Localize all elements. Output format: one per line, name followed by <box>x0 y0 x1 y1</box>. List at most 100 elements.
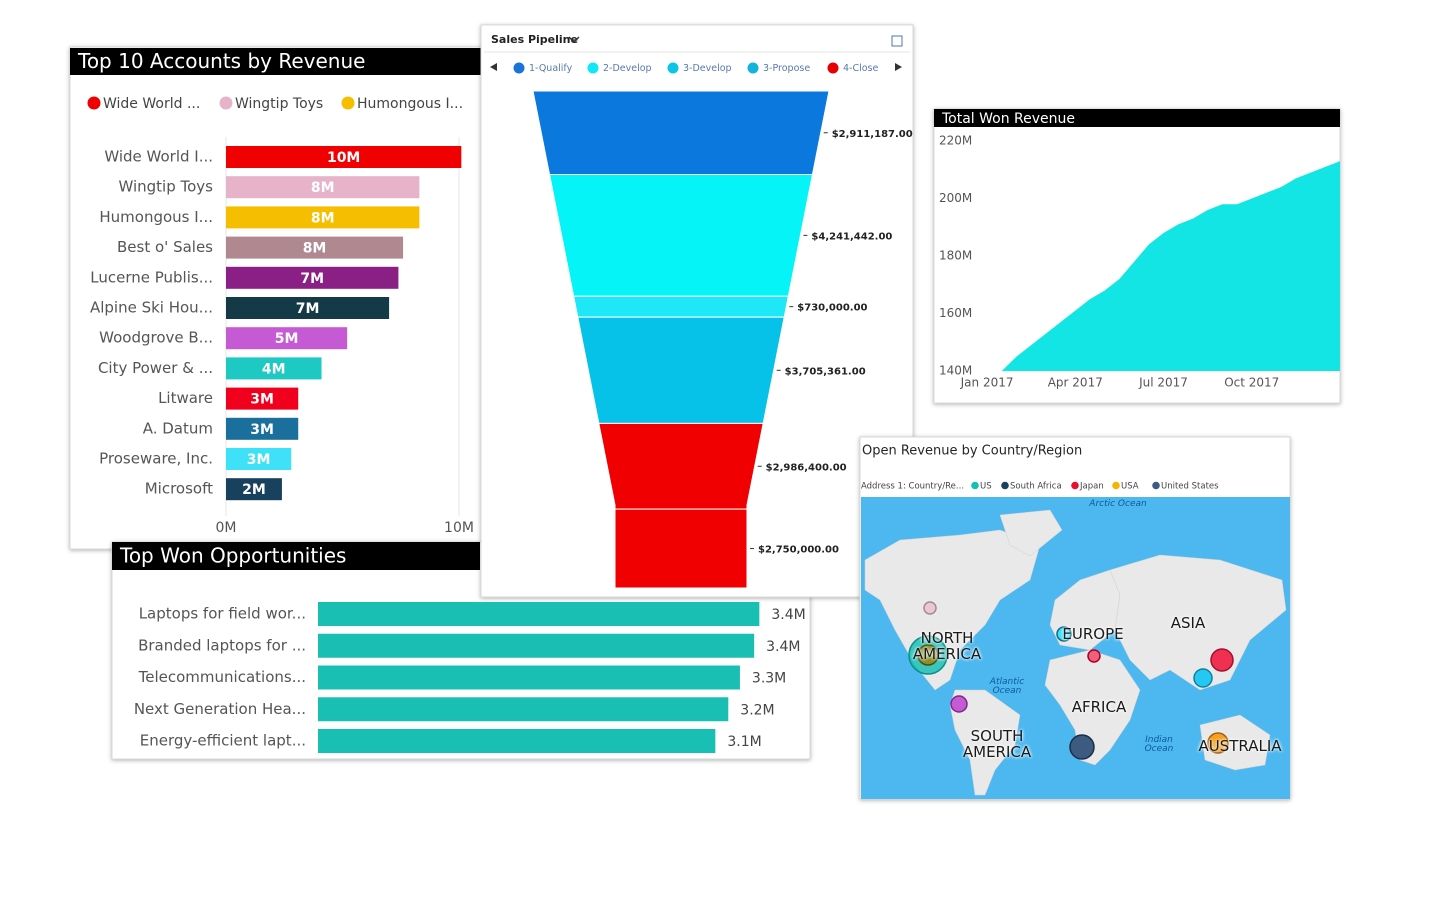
legend-marker <box>513 62 525 74</box>
continent <box>1044 649 1141 766</box>
value-label: 3M <box>250 422 274 438</box>
map-title: Open Revenue by Country/Region <box>862 444 1082 459</box>
map-legend-title: Address 1: Country/Re... <box>861 482 964 492</box>
top-won-card: Top Won Opportunities Laptops for field w… <box>111 541 811 760</box>
legend-label: 4-Close <box>843 63 879 74</box>
category-label: Proseware, Inc. <box>99 450 213 468</box>
legend-label: Humongous I... <box>357 96 463 112</box>
title-bar <box>112 542 480 570</box>
x-tick-label: 10M <box>444 520 474 536</box>
category-label: Humongous I... <box>99 208 213 226</box>
value-label: $3,705,361.00 <box>785 366 866 377</box>
x-tick-label: Jul 2017 <box>1138 376 1188 390</box>
value-label: 10M <box>327 150 360 166</box>
bubble <box>1056 626 1072 642</box>
bar <box>226 478 282 501</box>
funnel-segment <box>573 295 789 318</box>
category-label: Litware <box>158 389 213 407</box>
category-label: Branded laptops for ... <box>138 636 306 654</box>
x-tick-label: Jan 2017 <box>960 376 1014 390</box>
continent <box>999 509 1063 557</box>
dropdown-icon <box>568 36 580 43</box>
bar <box>226 357 322 380</box>
scroll-right <box>895 63 902 71</box>
bar <box>318 729 716 753</box>
legend-marker <box>1001 481 1009 490</box>
continent <box>1199 714 1271 771</box>
map-bubbles <box>908 601 1234 760</box>
bar <box>226 387 299 410</box>
continent <box>864 529 1041 691</box>
legend-marker <box>1152 481 1160 490</box>
bubble <box>1087 649 1101 663</box>
value-label: 3.2M <box>740 702 774 718</box>
y-tick-label: 200M <box>939 191 972 205</box>
funnel-segment <box>532 90 830 176</box>
bubble <box>917 644 939 666</box>
map-label-box: EUROPE <box>1062 625 1124 644</box>
area <box>942 161 1340 371</box>
map-label: NORTH AMERICA <box>912 629 982 663</box>
map-label-box: Arctic Ocean <box>1089 500 1146 509</box>
value-label: $2,911,187.00 <box>832 129 913 140</box>
value-label: 8M <box>303 241 327 257</box>
sales-pipeline-card: Sales Pipeline 1-Qualify 2-Develop 3-Develo… <box>480 24 914 598</box>
map-label: AUSTRALIA <box>1198 737 1282 756</box>
funnel-segment <box>548 174 814 297</box>
bubble <box>1207 732 1229 754</box>
map-label-box: AUSTRALIA <box>1198 737 1282 756</box>
value-label: 3.4M <box>766 639 800 655</box>
legend-label: Wide World ... <box>103 96 200 112</box>
legend-label: 2-Develop <box>603 63 652 74</box>
legend-label: US <box>980 482 992 492</box>
value-label: $4,241,442.00 <box>811 231 892 242</box>
funnel-segment <box>614 508 748 589</box>
total-won-card: Total Won Revenue 140M 160M 180M 200M 220M Jan… <box>933 108 1341 404</box>
map-label: EUROPE <box>1062 625 1124 644</box>
legend-label: United States <box>1161 482 1219 492</box>
category-label: Telecommunications... <box>138 668 306 686</box>
legend-label: 1-Qualify <box>529 63 573 74</box>
y-tick-label: 160M <box>939 306 972 320</box>
continent <box>1109 554 1287 691</box>
legend-marker <box>1071 481 1079 490</box>
scroll-left <box>490 63 497 71</box>
title-bar <box>934 109 1340 127</box>
value-label: $2,750,000.00 <box>758 545 839 556</box>
legend-marker <box>587 62 599 74</box>
legend-label: Japan <box>1079 482 1104 492</box>
bubble <box>1210 648 1234 672</box>
y-tick-label: 220M <box>939 134 972 148</box>
value-label: 3M <box>247 452 271 468</box>
value-label: 7M <box>296 301 320 317</box>
bar <box>318 665 740 690</box>
legend-label: 3-Develop <box>683 63 732 74</box>
category-label: Lucerne Publis... <box>90 268 213 286</box>
value-label: 3.4M <box>771 607 805 623</box>
category-label: Woodgrove B... <box>99 329 213 347</box>
value-label: 4M <box>262 361 286 377</box>
bar <box>318 633 755 658</box>
category-label: Next Generation Hea... <box>134 700 306 718</box>
value-label: 3.1M <box>727 734 761 750</box>
category-label: Wingtip Toys <box>118 178 213 196</box>
category-label: Microsoft <box>145 480 213 498</box>
continents <box>864 509 1287 796</box>
category-label: Wide World I... <box>104 148 213 166</box>
value-label: 2M <box>242 482 266 498</box>
map-label: Atlantic Ocean <box>989 676 1025 696</box>
map-label-box: ASIA <box>1171 615 1205 631</box>
map-card: Open Revenue by Country/Region Address 1… <box>859 436 1291 800</box>
continent <box>949 689 1021 796</box>
funnel-segment <box>598 422 764 510</box>
bar <box>226 417 299 440</box>
map-label: SOUTH AMERICA <box>962 727 1032 761</box>
value-label: 8M <box>311 180 335 196</box>
legend-marker <box>341 96 355 110</box>
bubble <box>1193 668 1213 688</box>
y-tick-label: 180M <box>939 249 972 263</box>
legend-label: Wingtip Toys <box>235 96 323 112</box>
